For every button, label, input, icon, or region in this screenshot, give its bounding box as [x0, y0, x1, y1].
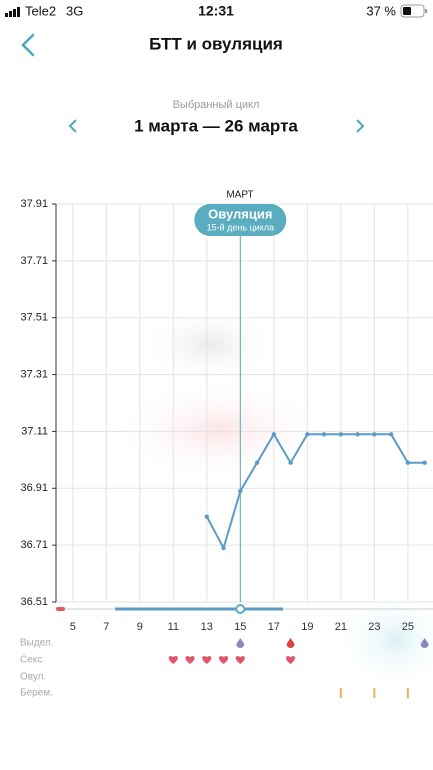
x-tick-label: 15: [234, 621, 246, 633]
period-marker: [56, 607, 65, 611]
temperature-point: [405, 460, 411, 465]
y-tick-label: 36.51: [20, 596, 48, 608]
next-cycle[interactable]: [356, 119, 365, 133]
carrier: Tele2: [25, 3, 56, 18]
row-label: Секс: [20, 655, 42, 666]
row-label: Берем.: [20, 688, 53, 699]
ovulation-title: Овуляция: [208, 206, 272, 221]
x-tick-label: 7: [103, 621, 109, 633]
chart: 36.51 36.71 36.91 37.11 37.31 37.51 37.71 37.91…: [20, 198, 433, 699]
event-icon: [219, 656, 229, 664]
x-tick-label: 19: [301, 621, 313, 633]
temperature-line: [205, 432, 425, 551]
month-label: МАРТ: [226, 190, 253, 201]
temperature-point: [388, 432, 394, 437]
back-button[interactable]: [21, 33, 35, 57]
event-icon: [202, 656, 212, 664]
screen-title: БТТ и овуляция: [149, 34, 283, 53]
y-tick-label: 37.11: [21, 425, 48, 437]
temperature-point: [372, 432, 377, 437]
temperature-point: [338, 432, 344, 437]
x-tick-label: 25: [402, 621, 414, 633]
temperature-point: [288, 460, 293, 465]
cycle-range: 1 марта — 26 марта: [134, 116, 298, 135]
temperature-point: [221, 545, 226, 551]
ovulation-subtitle: 15-й день цикла: [207, 222, 274, 232]
event-icon: [286, 638, 295, 648]
cycle-caption: Выбранный цикл: [173, 99, 260, 111]
x-tick-label: 13: [201, 621, 213, 633]
temperature-point: [305, 432, 310, 437]
event-icon: [185, 656, 195, 664]
temperature-point: [321, 432, 327, 437]
temperature-point: [355, 432, 360, 437]
temperature-point: [204, 514, 209, 519]
y-tick-label: 36.71: [20, 539, 48, 551]
x-tick-label: 17: [268, 621, 280, 633]
event-icon: [236, 638, 245, 648]
x-tick-label: 5: [70, 621, 76, 633]
ovulation-badge: [194, 204, 287, 236]
row-label: Овул.: [20, 672, 46, 683]
y-tick-label: 37.91: [20, 198, 48, 210]
event-icon: [420, 638, 429, 648]
event-icon: [168, 656, 178, 664]
temperature-point: [422, 460, 427, 465]
y-tick-label: 37.31: [20, 368, 48, 380]
network: 3G: [66, 3, 83, 18]
background-blob: [335, 590, 433, 690]
background-blob: [140, 305, 280, 385]
temperature-point: [238, 488, 243, 494]
battery-icon: [400, 4, 427, 18]
row-label: Выдел.: [20, 638, 54, 649]
signal-icon: [5, 7, 20, 17]
y-tick-label: 37.51: [20, 312, 48, 324]
x-tick-label: 23: [368, 621, 380, 633]
temperature-point: [271, 432, 277, 437]
y-tick-label: 37.71: [20, 255, 48, 267]
ovulation-marker: [235, 604, 246, 614]
x-tick-label: 21: [335, 621, 347, 633]
x-tick-label: 11: [168, 621, 179, 633]
battery-text: 37 %: [366, 3, 396, 18]
clock: 12:31: [198, 3, 234, 19]
temperature-point: [254, 460, 260, 465]
event-icon: [235, 656, 245, 664]
x-tick-label: 9: [137, 621, 143, 633]
prev-cycle[interactable]: [68, 119, 77, 133]
event-icon: [286, 656, 296, 664]
y-tick-label: 36.91: [20, 482, 48, 494]
background-blob: [110, 380, 330, 480]
